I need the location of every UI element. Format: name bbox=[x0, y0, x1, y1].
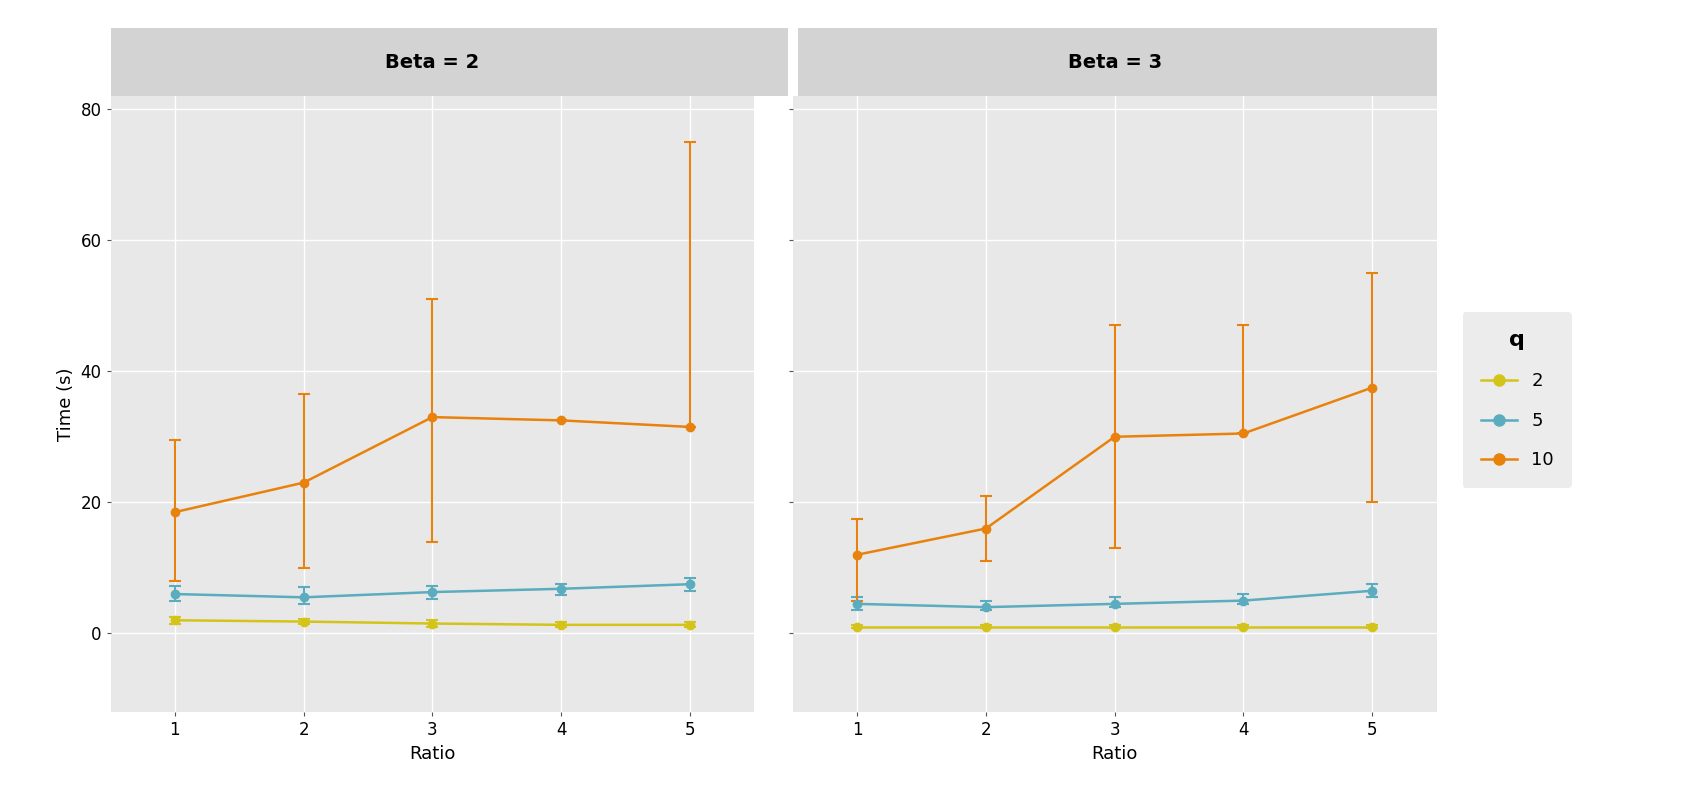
Y-axis label: Time (s): Time (s) bbox=[56, 367, 75, 441]
Text: Beta = 3: Beta = 3 bbox=[1068, 53, 1161, 71]
X-axis label: Ratio: Ratio bbox=[1091, 745, 1137, 762]
Legend: 2, 5, 10: 2, 5, 10 bbox=[1462, 313, 1572, 487]
X-axis label: Ratio: Ratio bbox=[410, 745, 456, 762]
Text: Beta = 2: Beta = 2 bbox=[386, 53, 479, 71]
